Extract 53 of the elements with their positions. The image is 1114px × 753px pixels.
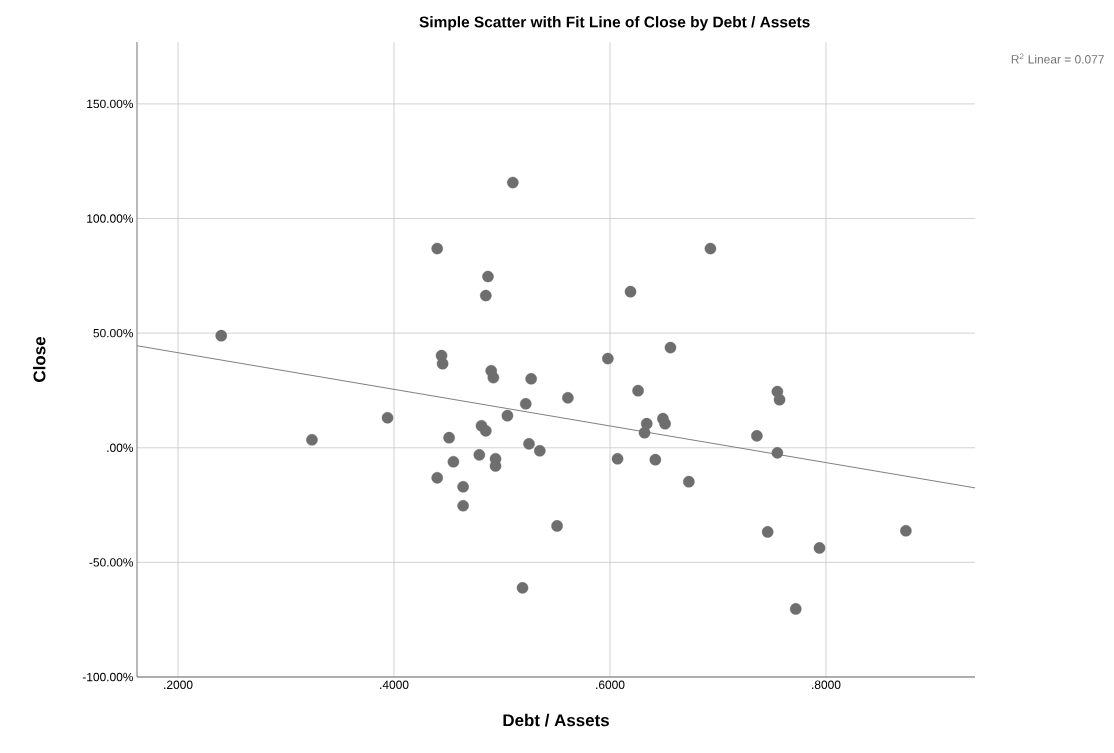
point xyxy=(773,393,786,406)
point xyxy=(683,475,695,488)
point xyxy=(507,176,519,189)
point xyxy=(487,371,500,384)
y-tick-label: .00% xyxy=(107,443,134,452)
point xyxy=(473,449,486,461)
point xyxy=(443,431,455,444)
y-tick-label: 100.00% xyxy=(87,214,134,223)
point xyxy=(516,582,529,594)
point xyxy=(562,391,574,404)
point xyxy=(664,341,677,354)
point xyxy=(602,352,614,365)
point xyxy=(624,285,637,298)
point xyxy=(519,397,532,410)
point xyxy=(649,453,662,466)
chart-title: Simple Scatter with Fit Line of Close by Debt / Assets xyxy=(419,16,810,31)
point xyxy=(813,542,826,554)
point xyxy=(751,430,763,442)
x-tick-label: .6000 xyxy=(596,680,625,689)
y-tick-label: 150.00% xyxy=(87,99,134,109)
point xyxy=(306,433,318,446)
point xyxy=(611,452,624,465)
point xyxy=(640,417,653,430)
point xyxy=(789,603,802,615)
point xyxy=(534,444,546,457)
y-tick-label: 50.00% xyxy=(93,328,134,338)
point xyxy=(431,242,444,255)
point xyxy=(480,425,492,437)
point xyxy=(632,384,644,397)
x-axis-title: Debt / Assets xyxy=(503,713,609,727)
y-tick-label: -50.00% xyxy=(89,558,134,567)
point xyxy=(704,242,717,255)
point xyxy=(381,411,394,424)
point xyxy=(480,289,492,302)
point xyxy=(551,520,563,532)
point xyxy=(215,329,228,342)
point xyxy=(900,524,912,537)
point xyxy=(482,270,494,283)
point xyxy=(525,372,537,385)
point xyxy=(761,526,774,538)
x-tick-label: .2000 xyxy=(164,680,193,689)
point xyxy=(431,472,444,484)
x-tick-label: .8000 xyxy=(812,680,841,689)
point xyxy=(523,438,535,450)
x-tick-label: .4000 xyxy=(380,680,409,689)
point xyxy=(457,480,469,493)
point xyxy=(457,499,469,512)
text: R$^{2}$ Linear = 0.077 xyxy=(1011,53,1104,64)
point xyxy=(771,447,784,459)
y-axis-title: Close xyxy=(33,337,46,382)
y-tick-label: -100.00% xyxy=(82,672,134,682)
point xyxy=(447,455,460,468)
point xyxy=(501,409,514,422)
